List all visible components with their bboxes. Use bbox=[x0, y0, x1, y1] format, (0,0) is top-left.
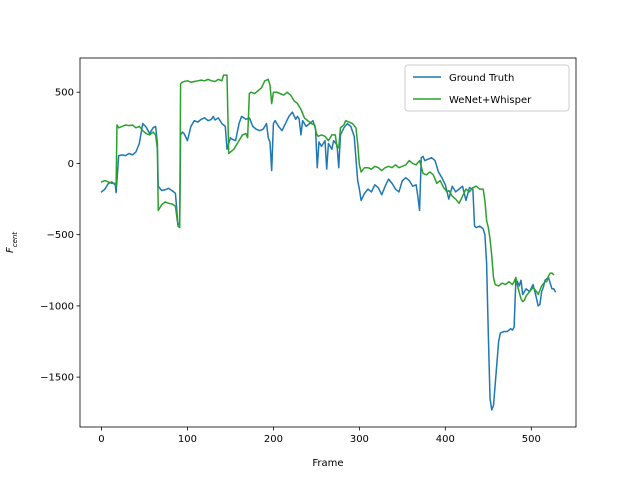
series-line-wenet-whisper bbox=[100, 74, 555, 303]
x-axis-ticks: 0 100 200 300 400 500 bbox=[98, 427, 541, 445]
x-tick-label: 300 bbox=[350, 434, 369, 445]
y-tick-label: 500 bbox=[55, 88, 74, 99]
y-axis-label: Fcent bbox=[5, 232, 19, 253]
x-tick-label: 400 bbox=[436, 434, 455, 445]
y-tick-label: −1500 bbox=[40, 373, 74, 384]
x-tick-label: 0 bbox=[98, 434, 104, 445]
y-tick-label: 0 bbox=[68, 159, 74, 170]
x-axis-label: Frame bbox=[312, 458, 343, 469]
y-axis-label-main: F bbox=[5, 247, 16, 253]
legend-box bbox=[404, 64, 570, 112]
legend-label: Ground Truth bbox=[449, 73, 514, 84]
axes-frame bbox=[79, 57, 577, 428]
x-tick-label: 100 bbox=[178, 434, 197, 445]
x-tick-label: 200 bbox=[264, 434, 283, 445]
x-tick-label: 500 bbox=[522, 434, 541, 445]
legend: Ground Truth WeNet+Whisper bbox=[404, 64, 570, 112]
y-tick-label: −500 bbox=[47, 230, 74, 241]
y-axis-ticks: −1500 −1000 −500 0 500 bbox=[40, 88, 80, 384]
y-tick-label: −1000 bbox=[40, 301, 74, 312]
y-axis-label-subscript: cent bbox=[11, 232, 19, 248]
legend-label: WeNet+Whisper bbox=[449, 95, 532, 106]
series-layer bbox=[100, 74, 557, 411]
series-line-ground-truth bbox=[100, 111, 557, 411]
